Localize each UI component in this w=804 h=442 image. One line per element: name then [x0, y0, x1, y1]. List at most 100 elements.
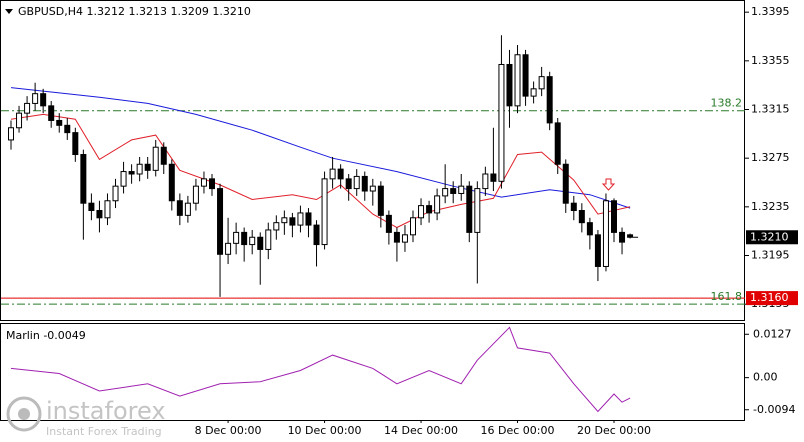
candle-body	[627, 234, 634, 238]
candle-body	[570, 202, 577, 211]
menu-triangle[interactable]	[5, 9, 13, 14]
candle-body	[369, 185, 376, 192]
moving-average	[10, 113, 631, 229]
x-tick-label: 14 Dec 00:00	[384, 424, 458, 437]
candle-body	[16, 112, 23, 129]
candle-body	[305, 212, 312, 226]
candle-body	[385, 214, 392, 233]
indicator-line	[10, 326, 631, 413]
candle-body	[176, 200, 183, 216]
price-pane	[0, 0, 745, 321]
candle-body	[96, 209, 103, 219]
candle-body	[160, 146, 167, 165]
x-tick-bg	[286, 423, 363, 439]
candle-body	[482, 173, 489, 190]
fib-label: 138.2	[711, 97, 743, 110]
x-tick-label: 16 Dec 00:00	[481, 424, 555, 437]
indicator-tick-label: 0.00	[753, 371, 778, 384]
candle-body	[289, 217, 296, 226]
candle-body	[32, 93, 39, 104]
indicator-tick-label: 0.0127	[753, 327, 792, 340]
candle-body	[329, 168, 336, 180]
x-tick-bg	[576, 423, 652, 439]
candle-body	[281, 217, 288, 224]
current-price-label: 1.3210	[750, 230, 789, 243]
candle-body	[586, 222, 593, 236]
candle-body	[152, 146, 159, 171]
candle-body	[8, 127, 14, 141]
candle-body	[353, 175, 360, 190]
watermark-logo	[18, 408, 30, 420]
candle-body	[434, 195, 441, 214]
candle-body	[450, 188, 457, 194]
indicator-tick-label: -0.0094	[753, 403, 795, 416]
candle-body	[337, 168, 344, 180]
candle-body	[546, 76, 553, 124]
candle-body	[112, 185, 119, 202]
signal-arrow	[601, 178, 616, 191]
candle-body	[40, 93, 47, 107]
candle-body	[120, 171, 127, 187]
candle-body	[321, 178, 328, 246]
y-tick-label: 1.3275	[751, 151, 790, 164]
candle-body	[273, 222, 280, 231]
candle-body	[393, 231, 400, 243]
current-price-bg	[746, 230, 798, 245]
x-tick-label: 8 Dec 00:00	[195, 424, 262, 437]
candle-body	[249, 236, 256, 246]
candle-body	[184, 202, 191, 216]
candle-body	[217, 188, 224, 255]
candle-body	[474, 188, 481, 233]
y-tick-label: 1.3195	[751, 249, 790, 262]
candle-body	[418, 205, 425, 219]
candle-body	[200, 178, 207, 187]
candle-body	[241, 231, 248, 246]
candle-body	[514, 54, 521, 107]
candle-body	[410, 217, 416, 236]
candle-body	[136, 163, 143, 175]
watermark: instaforex Instant Forex Trading	[6, 396, 166, 438]
y-tick-label: 1.3315	[751, 103, 790, 116]
candle-body	[345, 178, 352, 190]
y-tick-label: 1.3355	[751, 54, 790, 67]
chart-title: GBPUSD,H4 1.3212 1.3213 1.3209 1.3210	[18, 5, 251, 18]
x-tick-label: 20 Dec 00:00	[577, 424, 651, 437]
candle-body	[522, 54, 529, 97]
candle-body	[209, 178, 215, 190]
candle-body	[257, 236, 264, 250]
fib-label: 161.8	[711, 290, 743, 303]
candle-body	[594, 234, 601, 267]
candle-body	[466, 185, 473, 233]
candle-body	[377, 185, 384, 216]
level-label-bg	[746, 291, 798, 306]
x-tick-bg	[190, 423, 267, 439]
candle-body	[56, 119, 63, 126]
candle-body	[562, 163, 569, 204]
candle-body	[24, 102, 31, 114]
candle-body	[506, 63, 513, 107]
level-label: 1.3160	[750, 291, 789, 304]
x-tick-bg	[383, 423, 460, 439]
candle-body	[104, 200, 111, 219]
candle-body	[538, 76, 545, 90]
candle-body	[233, 231, 240, 244]
candle-body	[426, 205, 433, 214]
candle-body	[442, 188, 449, 197]
candle-body	[619, 231, 626, 243]
candle-body	[144, 163, 151, 171]
y-tick-label: 1.3395	[751, 5, 790, 18]
candle-body	[64, 124, 71, 134]
watermark-tagline: Instant Forex Trading	[46, 425, 162, 438]
candle-body	[498, 63, 505, 182]
candle-body	[554, 122, 561, 165]
indicator-pane	[0, 323, 745, 421]
candle-body	[361, 175, 368, 192]
candle-body	[530, 88, 537, 97]
candle-body	[48, 105, 55, 121]
candle-body	[297, 212, 304, 226]
candle-body	[192, 185, 199, 204]
watermark-logo	[6, 396, 42, 432]
y-tick-label: 1.3235	[751, 200, 790, 213]
candle-body	[602, 200, 609, 267]
